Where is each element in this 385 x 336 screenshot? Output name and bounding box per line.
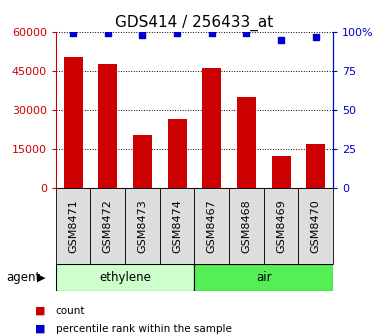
Text: GSM8474: GSM8474 — [172, 199, 182, 253]
Point — [70, 31, 76, 36]
Text: GSM8470: GSM8470 — [311, 199, 321, 253]
Text: ▶: ▶ — [37, 272, 45, 282]
Point — [209, 31, 215, 36]
Bar — [56, 188, 90, 264]
Bar — [98, 65, 117, 188]
Text: count: count — [56, 306, 85, 316]
Text: ■: ■ — [35, 324, 45, 334]
Text: GSM8467: GSM8467 — [207, 199, 217, 253]
Bar — [125, 188, 160, 264]
Text: GSM8469: GSM8469 — [276, 199, 286, 253]
Bar — [306, 144, 325, 188]
Text: air: air — [256, 271, 271, 284]
Bar — [56, 264, 194, 291]
Bar — [229, 188, 264, 264]
Title: GDS414 / 256433_at: GDS414 / 256433_at — [115, 14, 274, 31]
Bar — [194, 188, 229, 264]
Bar — [133, 135, 152, 188]
Point — [243, 31, 249, 36]
Point — [139, 32, 146, 38]
Bar — [90, 188, 125, 264]
Text: ethylene: ethylene — [99, 271, 151, 284]
Bar — [202, 69, 221, 188]
Text: GSM8472: GSM8472 — [103, 199, 113, 253]
Bar — [298, 188, 333, 264]
Bar — [64, 57, 83, 188]
Bar — [237, 97, 256, 188]
Bar — [167, 119, 187, 188]
Text: percentile rank within the sample: percentile rank within the sample — [56, 324, 232, 334]
Text: ■: ■ — [35, 306, 45, 316]
Text: GSM8471: GSM8471 — [68, 199, 78, 253]
Bar — [194, 264, 333, 291]
Bar — [271, 156, 291, 188]
Point — [313, 34, 319, 39]
Text: GSM8468: GSM8468 — [241, 199, 251, 253]
Text: agent: agent — [6, 271, 40, 284]
Bar — [264, 188, 298, 264]
Text: GSM8473: GSM8473 — [137, 199, 147, 253]
Point — [278, 37, 284, 42]
Point — [174, 31, 180, 36]
Bar — [160, 188, 194, 264]
Point — [105, 31, 111, 36]
